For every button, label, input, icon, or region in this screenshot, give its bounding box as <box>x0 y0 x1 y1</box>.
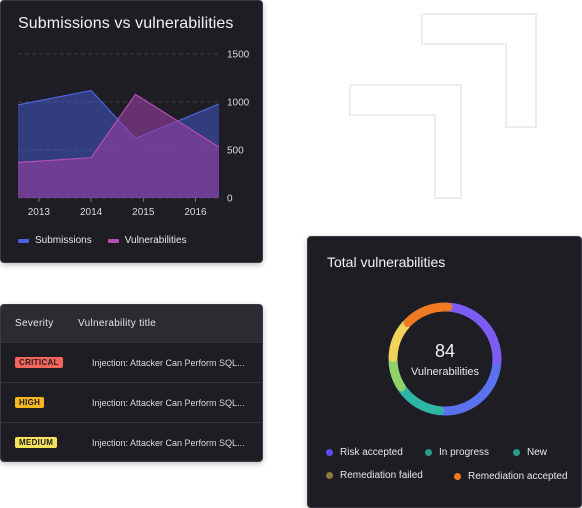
vulnerability-count-label: Vulnerabilities <box>410 365 480 378</box>
legend-remediation-accepted-label: Remediation accepted <box>468 471 568 482</box>
table-row[interactable]: HIGH Injection: Attacker Can Perform SQL… <box>1 382 262 422</box>
severity-badge: CRITICAL <box>15 357 63 368</box>
vulnerabilities-line <box>17 93 220 164</box>
legend-vulnerabilities[interactable]: Vulnerabilities <box>107 235 187 246</box>
header-title[interactable]: Vulnerability title <box>78 318 157 329</box>
donut-segment[interactable] <box>445 302 502 371</box>
legend-risk-accepted[interactable]: Risk accepted <box>326 447 403 458</box>
vulnerability-title: Injection: Attacker Can Perform SQL... <box>92 397 245 408</box>
vulnerabilities-swatch-icon <box>107 238 119 243</box>
legend-remediation-accepted[interactable]: Remediation accepted <box>454 471 568 482</box>
dot-icon <box>326 472 333 479</box>
legend-remediation-failed-label: Remediation failed <box>340 470 423 481</box>
donut-center: 84 Vulnerabilities <box>386 300 504 418</box>
legend-risk-accepted-label: Risk accepted <box>340 447 403 458</box>
chart-legend: Submissions Vulnerabilities <box>18 235 187 246</box>
legend-submissions-label: Submissions <box>35 235 92 246</box>
vulnerability-table: Severity Vulnerability title CRITICAL In… <box>0 304 263 462</box>
total-vulnerabilities-card: Total vulnerabilities 84 Vulnerabilities… <box>307 236 582 508</box>
legend-new[interactable]: New <box>513 447 547 458</box>
legend-vulnerabilities-label: Vulnerabilities <box>124 235 187 246</box>
y-tick-label: 500 <box>227 146 244 157</box>
legend-in-progress[interactable]: In progress <box>425 447 489 458</box>
chart-title: Submissions vs vulnerabilities <box>18 15 234 32</box>
table-row[interactable]: CRITICAL Injection: Attacker Can Perform… <box>1 342 262 382</box>
table-row[interactable]: MEDIUM Injection: Attacker Can Perform S… <box>1 422 262 461</box>
area-chart: 0 500 1000 1500 2013 2014 2015 2016 <box>17 50 250 218</box>
y-tick-label: 1000 <box>227 98 250 109</box>
donut-segment[interactable] <box>398 384 445 416</box>
legend-remediation-failed[interactable]: Remediation failed <box>326 470 423 481</box>
legend-in-progress-label: In progress <box>439 447 490 458</box>
x-tick-label: 2013 <box>28 207 51 218</box>
dot-icon <box>425 449 432 456</box>
vulnerabilities-area <box>18 94 219 198</box>
x-tick-label: 2014 <box>80 207 103 218</box>
vulnerability-title: Injection: Attacker Can Perform SQL... <box>92 357 245 368</box>
dot-icon <box>454 473 461 480</box>
table-header: Severity Vulnerability title <box>1 305 262 342</box>
legend-new-label: New <box>527 447 548 458</box>
submissions-chart-card: 0 500 1000 1500 2013 2014 2015 2016 Submissions… <box>0 0 263 263</box>
vulnerability-title: Injection: Attacker Can Perform SQL... <box>92 437 245 448</box>
y-tick-label: 1500 <box>227 50 250 61</box>
decorative-shapes <box>349 13 537 199</box>
severity-badge: HIGH <box>15 397 45 408</box>
donut-chart <box>388 302 502 416</box>
legend-submissions[interactable]: Submissions <box>18 235 92 246</box>
donut-segment[interactable] <box>388 319 411 362</box>
dot-icon <box>513 449 520 456</box>
header-severity[interactable]: Severity <box>15 318 54 329</box>
donut-title: Total vulnerabilities <box>327 254 446 270</box>
y-tick-label: 0 <box>227 194 233 205</box>
x-tick-label: 2016 <box>184 207 207 218</box>
submissions-swatch-icon <box>18 238 29 243</box>
donut-segment[interactable] <box>403 302 453 327</box>
donut-segment[interactable] <box>437 363 501 416</box>
vulnerability-count: 84 <box>434 340 456 361</box>
severity-badge: MEDIUM <box>15 437 58 448</box>
dot-icon <box>326 449 333 456</box>
x-tick-label: 2015 <box>132 207 155 218</box>
